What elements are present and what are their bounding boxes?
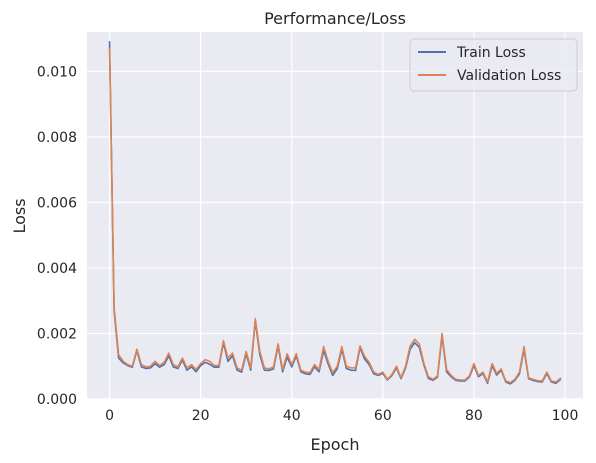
x-axis-label: Epoch xyxy=(311,435,360,454)
plot-area xyxy=(87,32,583,399)
y-tick-label: 0.000 xyxy=(37,392,77,408)
y-tick-label: 0.002 xyxy=(37,326,77,342)
legend-box xyxy=(409,38,578,92)
y-tick-label: 0.008 xyxy=(37,130,77,146)
x-tick-label: 0 xyxy=(105,408,114,424)
legend: Train Loss Validation Loss xyxy=(409,38,578,92)
chart-title: Performance/Loss xyxy=(264,9,406,28)
y-tick-labels: 0.000 0.002 0.004 0.006 0.008 0.010 xyxy=(37,64,77,408)
y-tick-label: 0.004 xyxy=(37,261,77,277)
x-tick-label: 80 xyxy=(465,408,483,424)
series-lines xyxy=(108,41,562,385)
x-tick-label: 100 xyxy=(552,408,579,424)
y-axis-label: Loss xyxy=(10,198,29,233)
y-tick-label: 0.006 xyxy=(37,195,77,211)
legend-label-validation-loss: Validation Loss xyxy=(457,68,561,84)
x-tick-label: 20 xyxy=(192,408,210,424)
x-tick-labels: 0 20 40 60 80 100 xyxy=(105,408,578,424)
x-tick-label: 40 xyxy=(283,408,301,424)
y-tick-label: 0.010 xyxy=(37,64,77,80)
x-tick-label: 60 xyxy=(374,408,392,424)
legend-label-train-loss: Train Loss xyxy=(456,45,526,61)
series-line-validation-loss xyxy=(108,47,562,384)
grid-lines xyxy=(87,32,583,400)
